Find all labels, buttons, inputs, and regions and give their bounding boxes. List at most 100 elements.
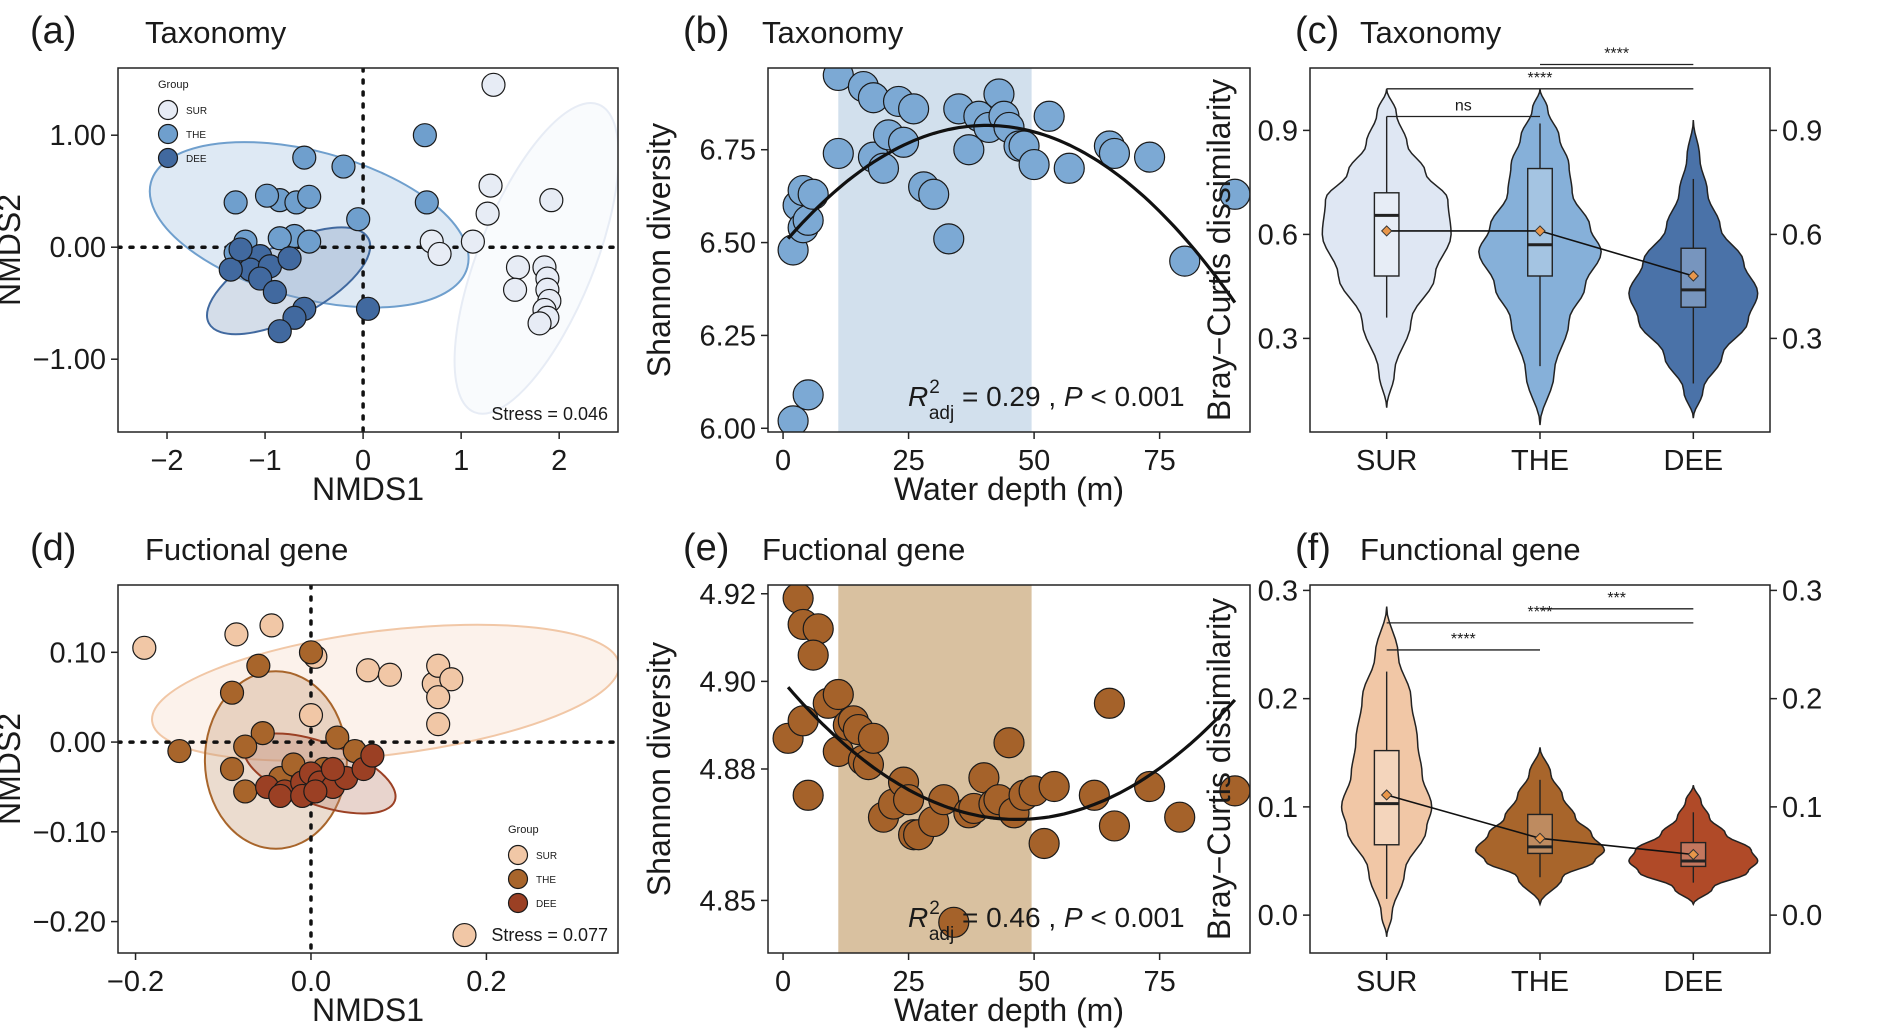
point-the: [325, 725, 350, 750]
stress-label: Stress = 0.046: [491, 404, 608, 424]
p-value: < 0.001: [1083, 381, 1185, 412]
point-dee: [262, 279, 287, 305]
r-value: = 0.46 ,: [954, 902, 1064, 933]
point-dee: [320, 756, 346, 782]
x-xtick-label: 0: [355, 445, 371, 477]
y-ytick-label: 0.2: [1258, 684, 1298, 716]
legend-key-the: [157, 123, 179, 145]
point-the: [412, 123, 437, 148]
point-the: [254, 183, 280, 208]
y-ytick-label: 4.85: [700, 885, 756, 917]
point-sur: [426, 712, 451, 737]
sample-point: [782, 585, 814, 614]
y-ytick-label: 0.0: [1258, 900, 1298, 932]
x-xtick-label: −1: [249, 445, 282, 477]
point-sur: [427, 241, 452, 267]
point-dee: [360, 743, 385, 768]
legend-label-dee: DEE: [536, 899, 557, 910]
point-the: [223, 190, 248, 215]
quadratic-fit-line: [786, 686, 1237, 821]
axis-ylabel: NMDS2: [0, 194, 27, 306]
point-the: [219, 680, 245, 705]
panel-a-nmds-taxonomy: −2 −1 0 1 2 1.00 0.00 −1.00 NMDS1 NMDS2 Stress = 0…: [0, 67, 619, 507]
point-sur: [377, 662, 403, 687]
point-the: [298, 640, 324, 665]
sample-point: [1028, 827, 1060, 860]
sample-point: [857, 722, 890, 754]
point-the: [267, 226, 292, 251]
legend-title: Group: [158, 79, 189, 91]
point-the: [346, 207, 371, 232]
sample-point: [792, 204, 824, 236]
x-category-label: SUR: [1356, 966, 1417, 998]
point-dee: [268, 783, 293, 809]
quadratic-fit-line: [786, 123, 1237, 304]
p-value: < 0.001: [1083, 902, 1185, 933]
point-sur: [460, 229, 486, 254]
y-ytick-label: 0.6: [1258, 219, 1298, 251]
panel-d-title: Fuctional gene: [145, 532, 348, 567]
y-ytick-label: 6.00: [700, 413, 756, 445]
y-ytick-label: −0.10: [33, 817, 106, 849]
legend-key-the: [507, 868, 529, 890]
legend-key-dee: [157, 147, 179, 169]
point-sur: [452, 922, 477, 948]
violin-sur: [1340, 606, 1433, 937]
panel-b-shannon-taxonomy: 0 25 50 75 6.00 6.25 6.50 6.75 Water depth (m) Sh…: [641, 67, 1251, 507]
point-sur: [259, 613, 284, 638]
y-ytick-label-right: 0.1: [1782, 792, 1822, 824]
point-the: [233, 779, 258, 804]
x-xtick-label: 25: [892, 966, 924, 998]
y-ytick-label: 6.50: [700, 228, 756, 260]
plot-frame: [117, 67, 619, 433]
point-the: [219, 756, 245, 782]
significance-label: ****: [1451, 631, 1476, 648]
sample-point: [797, 178, 829, 210]
axis-xlabel: NMDS1: [312, 471, 424, 507]
point-dee: [303, 779, 328, 804]
x-category-label: DEE: [1664, 966, 1724, 998]
legend-key-sur: [157, 99, 179, 121]
y-ytick-label: 4.88: [700, 754, 756, 786]
point-dee: [355, 296, 381, 321]
mean-marker-the: [1534, 225, 1546, 237]
y-ytick-label: 4.90: [700, 666, 756, 698]
point-sur: [539, 188, 564, 213]
sample-point: [1169, 245, 1201, 277]
sample-point: [1133, 141, 1166, 173]
y-ytick-label: −1.00: [33, 344, 106, 376]
r-subscript: adj: [929, 924, 954, 945]
legend-label-sur: SUR: [186, 106, 207, 117]
significance-label: ****: [1528, 604, 1553, 621]
legend-key-sur: [507, 844, 529, 866]
sample-point: [887, 126, 920, 158]
point-dee: [218, 257, 243, 282]
y-ytick-label-right: 0.3: [1782, 323, 1822, 355]
panel-c-letter: (c): [1295, 10, 1339, 52]
point-the: [246, 653, 271, 678]
x-xtick-label: 0.2: [466, 966, 506, 998]
panel-f-violin-functional: ***********SUR THE DEE0.00.10.20.30.00.10.…: [1201, 575, 1822, 998]
sample-point: [822, 678, 854, 711]
x-xtick-label: 75: [1143, 966, 1175, 998]
point-dee: [228, 237, 253, 262]
x-xtick-label: 50: [1018, 445, 1050, 477]
y-ytick-label: 0.00: [50, 232, 106, 264]
y-ytick-label: −0.20: [33, 907, 106, 939]
significance-label: ***: [1607, 590, 1626, 607]
panel-c-title: Taxonomy: [1360, 15, 1502, 50]
significance-label: ns: [1455, 98, 1472, 115]
violin-dee: [1628, 119, 1759, 419]
y-ytick-label: 6.75: [700, 135, 756, 167]
point-sur: [481, 72, 506, 97]
x-category-label: DEE: [1664, 445, 1724, 477]
point-sur: [439, 667, 464, 692]
mean-marker-dee: [1687, 848, 1700, 861]
y-ytick-label-right: 0.0: [1782, 900, 1822, 932]
axis-xlabel: Water depth (m): [894, 471, 1124, 507]
point-sur: [505, 255, 531, 280]
y-ytick-label-right: 0.3: [1782, 575, 1822, 607]
panel-b-title: Taxonomy: [762, 15, 904, 50]
point-sur: [502, 277, 528, 302]
